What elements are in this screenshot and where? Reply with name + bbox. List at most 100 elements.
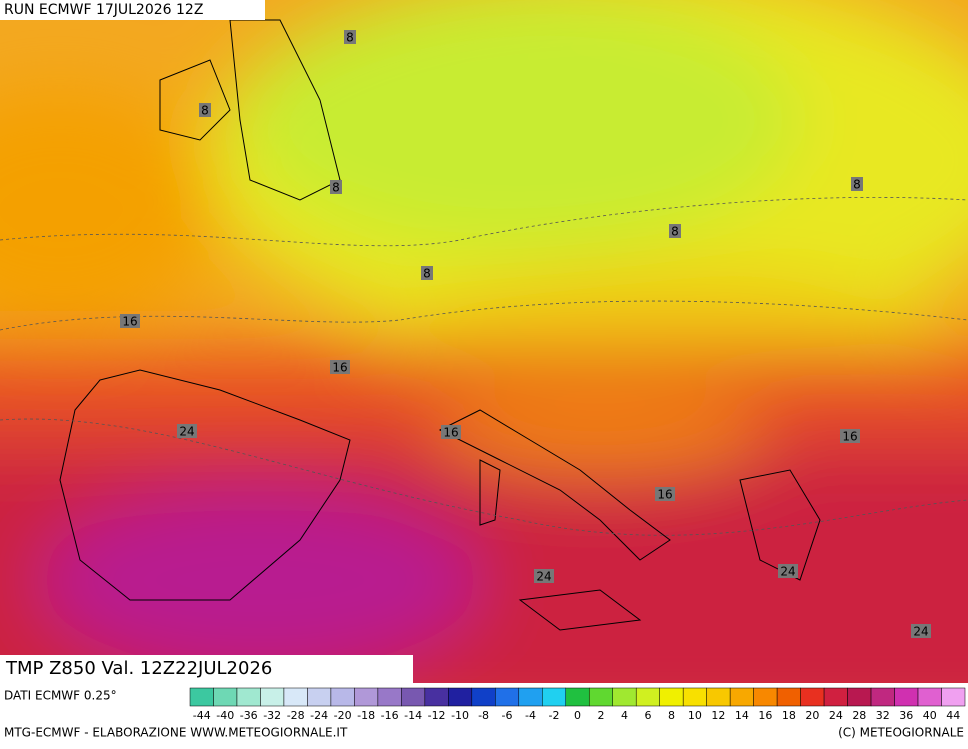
- contour-label-box: [851, 177, 863, 191]
- header-box: [0, 0, 265, 20]
- colorbar-swatch: [941, 687, 966, 707]
- copyright: (C) METEOGIORNALE: [838, 726, 964, 740]
- contour-label: 8: [853, 178, 861, 192]
- colorbar-label: 32: [876, 709, 890, 722]
- colorbar-label: 44: [946, 709, 960, 722]
- contours: [0, 196, 968, 536]
- contour-label-box: [421, 266, 433, 280]
- colorbar-label: -2: [549, 709, 560, 722]
- colorbar-swatch: [448, 687, 473, 707]
- contour-label: 16: [842, 430, 857, 444]
- field-label: TMP Z850 Val. 12Z22JUL2026: [5, 658, 272, 679]
- contour-label: 8: [423, 267, 431, 281]
- colorbar-swatch: [753, 687, 778, 707]
- contour-label-box: [120, 314, 140, 328]
- colorbar-label: 2: [597, 709, 604, 722]
- colorbar-label: 10: [688, 709, 702, 722]
- colorbar-label: 20: [805, 709, 819, 722]
- colorbar-swatch: [894, 687, 919, 707]
- colorbar-swatch: [213, 687, 238, 707]
- colorbar-label: -20: [334, 709, 352, 722]
- contour-label-box: [534, 569, 554, 583]
- colorbar-label: -40: [216, 709, 234, 722]
- contour-label: 8: [671, 225, 679, 239]
- colorbar-swatch: [823, 687, 848, 707]
- colorbar-swatch: [776, 687, 801, 707]
- colorbar-swatch: [307, 687, 332, 707]
- colorbar-label: 28: [852, 709, 866, 722]
- colorbar-swatch: [917, 687, 942, 707]
- colorbar-swatch: [659, 687, 684, 707]
- colorbar-label: -24: [310, 709, 328, 722]
- colorbar-swatch: [401, 687, 426, 707]
- colorbar-label: 18: [782, 709, 796, 722]
- colorbar-swatch: [588, 687, 613, 707]
- colorbar-swatch: [612, 687, 637, 707]
- field-label-box: [0, 655, 413, 683]
- colorbar-swatch: [424, 687, 449, 707]
- contour-label: 8: [346, 31, 354, 45]
- colorbar-label: -44: [193, 709, 211, 722]
- colorbar-label: -32: [263, 709, 281, 722]
- colorbar-label: -4: [525, 709, 536, 722]
- colorbar: -44 -40 -36 -32 -28 -24 -20 -18 -16 -14 -12 -10 -8 -6…: [189, 687, 966, 722]
- contour-labels: 8 8 8 8 8 8 16 16 16 16 16 24 24 24 24: [120, 30, 931, 639]
- colorbar-swatch: [260, 687, 285, 707]
- colorbar-label: 24: [829, 709, 843, 722]
- contour-label-box: [177, 424, 197, 438]
- source-label: DATI ECMWF 0.25°: [4, 689, 117, 703]
- colorbar-label: 8: [668, 709, 675, 722]
- coastlines: [59, 19, 821, 631]
- colorbar-label: -36: [240, 709, 258, 722]
- colorbar-swatch: [635, 687, 660, 707]
- contour-label-box: [330, 180, 342, 194]
- colorbar-label: -18: [357, 709, 375, 722]
- contour-label: 8: [201, 104, 209, 118]
- contour-label: 16: [443, 426, 458, 440]
- contour-label-box: [778, 564, 798, 578]
- contour-label-box: [840, 429, 860, 443]
- colorbar-swatch: [565, 687, 590, 707]
- contour-label: 24: [780, 565, 795, 579]
- colorbar-swatch: [542, 687, 567, 707]
- contour-label-box: [655, 487, 675, 501]
- colorbar-swatch: [283, 687, 308, 707]
- credits: MTG-ECMWF - ELABORAZIONE WWW.METEOGIORNA…: [4, 726, 348, 740]
- colorbar-swatch: [189, 687, 214, 707]
- colorbar-label: -14: [404, 709, 422, 722]
- colorbar-label: -16: [381, 709, 399, 722]
- contour-label: 24: [913, 625, 928, 639]
- colorbar-label: -8: [478, 709, 489, 722]
- contour-label: 24: [536, 570, 551, 584]
- contour-label-box: [330, 360, 350, 374]
- contour-label-box: [441, 425, 461, 439]
- colorbar-label: 16: [758, 709, 772, 722]
- colorbar-swatch: [847, 687, 872, 707]
- colorbar-swatch: [870, 687, 895, 707]
- colorbar-swatch: [495, 687, 520, 707]
- colorbar-swatch: [682, 687, 707, 707]
- contour-label: 16: [122, 315, 137, 329]
- contour-label: 16: [332, 361, 347, 375]
- colorbar-swatch: [800, 687, 825, 707]
- colorbar-label: 4: [621, 709, 628, 722]
- colorbar-label: -12: [428, 709, 446, 722]
- contour-label-box: [911, 624, 931, 638]
- colorbar-label: 12: [711, 709, 725, 722]
- colorbar-label: 14: [735, 709, 749, 722]
- colorbar-label: -10: [451, 709, 469, 722]
- contour-label-box: [199, 103, 211, 117]
- colorbar-label: -6: [502, 709, 513, 722]
- colorbar-swatch: [729, 687, 754, 707]
- colorbar-swatch: [330, 687, 355, 707]
- colorbar-swatch: [471, 687, 496, 707]
- colorbar-label: 40: [923, 709, 937, 722]
- colorbar-swatch: [236, 687, 261, 707]
- colorbar-swatch: [377, 687, 402, 707]
- colorbar-label: -28: [287, 709, 305, 722]
- contour-label: 24: [179, 425, 194, 439]
- colorbar-label: 36: [899, 709, 913, 722]
